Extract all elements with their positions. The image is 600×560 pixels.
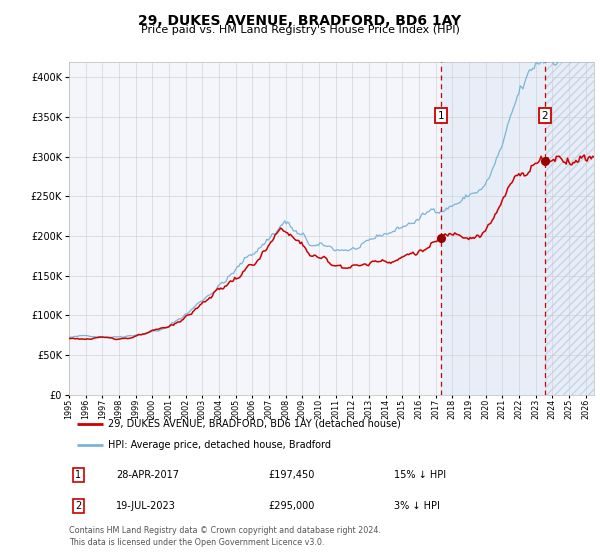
- Text: £197,450: £197,450: [269, 470, 315, 480]
- Text: Price paid vs. HM Land Registry's House Price Index (HPI): Price paid vs. HM Land Registry's House …: [140, 25, 460, 35]
- Text: 29, DUKES AVENUE, BRADFORD, BD6 1AY: 29, DUKES AVENUE, BRADFORD, BD6 1AY: [139, 14, 461, 28]
- Text: 1: 1: [76, 470, 82, 480]
- Text: 3% ↓ HPI: 3% ↓ HPI: [395, 501, 440, 511]
- Bar: [545, 62, 594, 395]
- Text: 15% ↓ HPI: 15% ↓ HPI: [395, 470, 446, 480]
- Bar: [441, 62, 594, 395]
- Text: 2: 2: [76, 501, 82, 511]
- Text: 19-JUL-2023: 19-JUL-2023: [116, 501, 176, 511]
- Text: 28-APR-2017: 28-APR-2017: [116, 470, 179, 480]
- Text: 1: 1: [437, 110, 445, 120]
- Text: Contains HM Land Registry data © Crown copyright and database right 2024.
This d: Contains HM Land Registry data © Crown c…: [69, 526, 381, 547]
- Text: £295,000: £295,000: [269, 501, 315, 511]
- Text: HPI: Average price, detached house, Bradford: HPI: Average price, detached house, Brad…: [109, 440, 331, 450]
- Text: 2: 2: [541, 110, 548, 120]
- Text: 29, DUKES AVENUE, BRADFORD, BD6 1AY (detached house): 29, DUKES AVENUE, BRADFORD, BD6 1AY (det…: [109, 419, 401, 429]
